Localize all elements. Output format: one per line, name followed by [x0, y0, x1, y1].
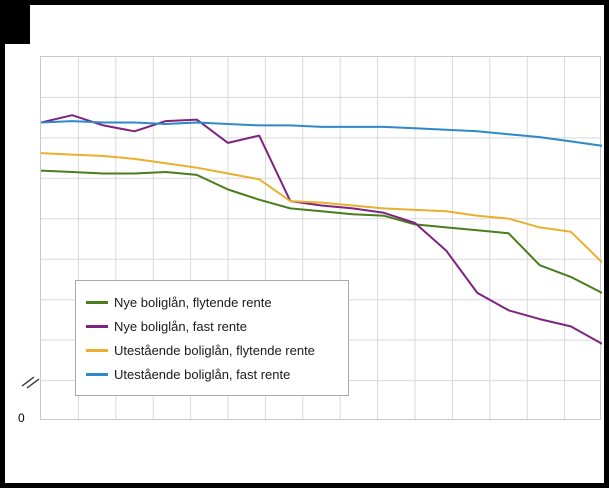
legend-swatch-1: [86, 324, 108, 328]
legend-label: Nye boliglån, fast rente: [114, 318, 247, 334]
axis-break-icon: [20, 374, 42, 395]
legend-item: Nye boliglån, flytende rente: [86, 290, 336, 314]
y-axis-origin-label: 0: [18, 411, 25, 425]
legend-swatch-2: [86, 348, 108, 352]
legend: Nye boliglån, flytende rente Nye boliglå…: [75, 280, 349, 396]
legend-label: Utestående boliglån, flytende rente: [114, 342, 315, 358]
legend-swatch-3: [86, 372, 108, 376]
legend-label: Utestående boliglån, fast rente: [114, 366, 291, 382]
frame-corner-block: [0, 0, 30, 44]
legend-item: Utestående boliglån, flytende rente: [86, 338, 336, 362]
legend-swatch-0: [86, 300, 108, 304]
legend-item: Utestående boliglån, fast rente: [86, 362, 336, 386]
legend-item: Nye boliglån, fast rente: [86, 314, 336, 338]
legend-label: Nye boliglån, flytende rente: [114, 294, 272, 310]
